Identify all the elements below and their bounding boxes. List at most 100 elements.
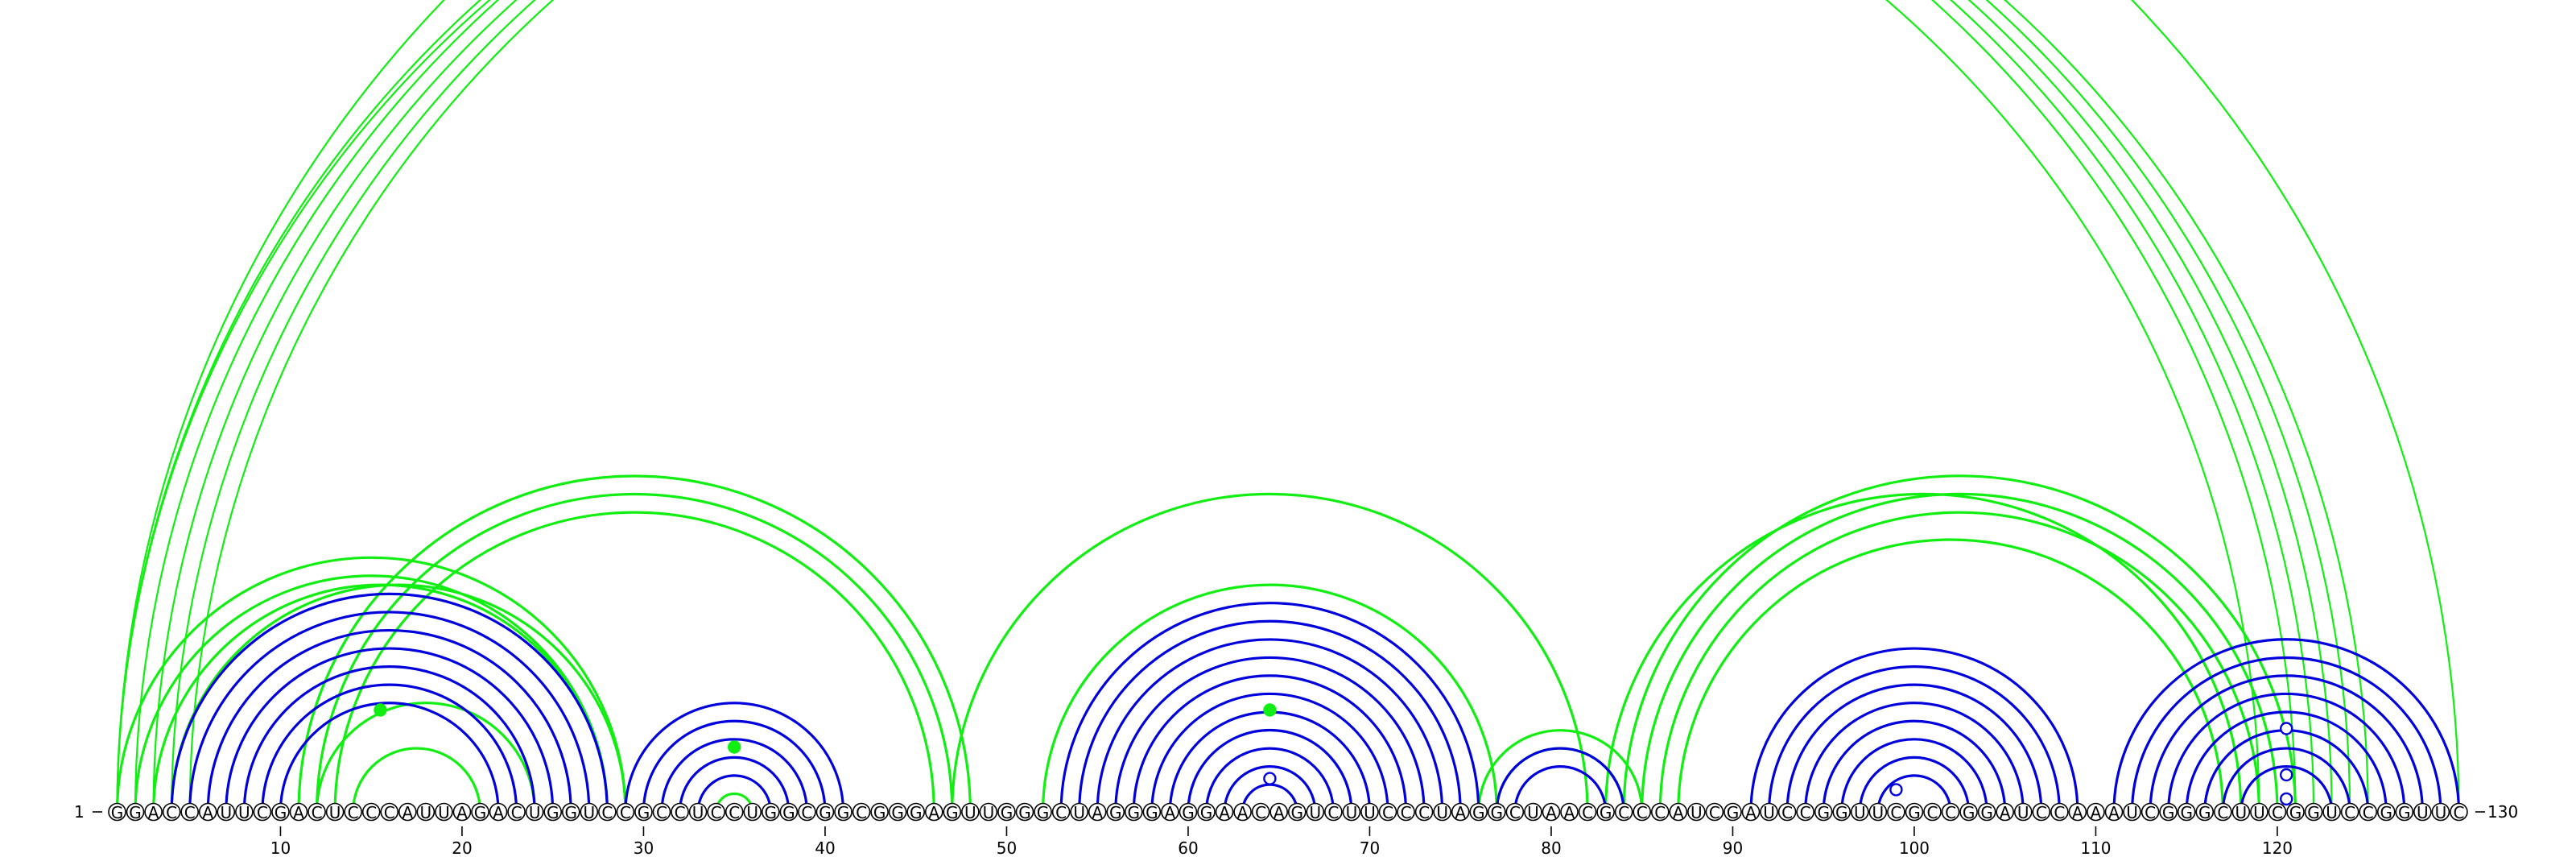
nucleotide-98: U: [1868, 802, 1888, 822]
nucleotide-letter: C: [511, 803, 522, 822]
nucleotide-46: A: [924, 802, 943, 822]
nucleotide-114: G: [2159, 802, 2178, 822]
blue-arc-9: [660, 738, 808, 813]
nucleotide-circle: [724, 802, 744, 822]
nucleotide-8: U: [235, 802, 254, 822]
nucleotide-circle: [1596, 802, 1615, 822]
end-label: 130: [2487, 802, 2518, 822]
nucleotide-circle: [471, 802, 489, 822]
nucleotide-51: G: [1015, 802, 1034, 822]
nucleotide-circle: [1851, 802, 1869, 822]
green-arc-9: [115, 556, 627, 813]
nucleotide-95: G: [1814, 802, 1833, 822]
nucleotide-letter: G: [1727, 803, 1740, 822]
nucleotide-1: G: [108, 802, 126, 822]
nucleotide-108: C: [2050, 802, 2069, 822]
nucleotide-letter: C: [2145, 803, 2156, 822]
blue-arc-29: [1822, 719, 2007, 813]
nucleotide-letter: U: [1527, 803, 1539, 822]
nucleotide-letter: G: [837, 803, 850, 822]
nucleotide-circle: [325, 802, 345, 822]
nucleotide-circle: [1088, 802, 1107, 822]
nucleotide-circle: [1070, 802, 1088, 822]
green-arc-13: [297, 474, 972, 813]
nucleotide-letter: U: [438, 803, 450, 822]
nucleotide-65: A: [1269, 802, 1288, 822]
blue-arc-35: [2149, 674, 2424, 813]
tick-label-90: 90: [1723, 838, 1743, 857]
nucleotide-36: U: [743, 802, 762, 822]
nucleotide-97: U: [1851, 802, 1869, 822]
nucleotide-circle: [1760, 802, 1778, 822]
nucleotide-circle: [2304, 802, 2323, 822]
nucleotide-letter: C: [801, 803, 812, 822]
nucleotide-circle: [1887, 802, 1905, 822]
nucleotide-letter: C: [1255, 803, 1266, 822]
nucleotide-2: G: [126, 802, 145, 822]
nucleotide-86: C: [1650, 802, 1670, 822]
nucleotide-9: C: [253, 802, 272, 822]
pair-marker-3: [1263, 772, 1277, 785]
nucleotide-letter: A: [2072, 803, 2083, 822]
nucleotide-100: G: [1905, 802, 1924, 822]
nucleotide-117: C: [2214, 802, 2232, 822]
nucleotide-circle: [1814, 802, 1833, 822]
nucleotide-26: G: [561, 802, 580, 822]
nucleotide-circle: [2140, 802, 2160, 822]
green-arc-12: [333, 511, 935, 813]
nucleotide-circle: [416, 802, 436, 822]
nucleotide-91: A: [1741, 802, 1761, 822]
nucleotide-letter: C: [1709, 803, 1720, 822]
nucleotide-circle: [108, 802, 126, 822]
nucleotide-letter: U: [983, 803, 995, 822]
nucleotide-circle: [2376, 802, 2396, 822]
nucleotide-circle: [126, 802, 145, 822]
nucleotide-letter: A: [456, 803, 468, 822]
nucleotide-letter: G: [819, 803, 832, 822]
nucleotide-circle: [815, 802, 835, 822]
blue-arc-27: [1785, 683, 2043, 813]
nucleotide-43: G: [870, 802, 889, 822]
nucleotide-58: G: [1142, 802, 1162, 822]
nucleotide-74: U: [1433, 802, 1451, 822]
green-arc-1: [116, 0, 2297, 813]
nucleotide-circle: [2395, 802, 2414, 822]
nucleotide-letter: C: [1582, 803, 1593, 822]
nucleotide-circle: [507, 802, 526, 822]
green-arc-14: [352, 747, 482, 813]
nucleotide-circle: [1796, 802, 1814, 822]
green-arc-10: [134, 574, 609, 813]
nucleotide-letter: C: [1618, 803, 1629, 822]
nucleotide-letter: A: [293, 803, 304, 822]
nucleotide-17: A: [398, 802, 417, 822]
nucleotide-11: A: [289, 802, 308, 822]
nucleotide-24: U: [525, 802, 544, 822]
nucleotide-letter: U: [746, 803, 758, 822]
nucleotide-letter: G: [1200, 803, 1213, 822]
nucleotide-circle: [2250, 802, 2268, 822]
nucleotide-60: G: [1179, 802, 1198, 822]
green-arc-16: [951, 492, 1589, 813]
pair-marker-5: [2280, 722, 2293, 735]
nucleotide-81: A: [1560, 802, 1579, 822]
nucleotide-circle: [1034, 802, 1052, 822]
nucleotide-circle: [997, 802, 1016, 822]
nucleotide-circle: [852, 802, 871, 822]
nucleotide-circle: [1342, 802, 1361, 822]
nucleotide-letter: U: [2435, 803, 2447, 822]
nucleotide-56: G: [1106, 802, 1125, 822]
nucleotide-111: A: [2104, 802, 2124, 822]
nucleotide-circle: [2123, 802, 2141, 822]
nucleotide-112: U: [2123, 802, 2141, 822]
green-arc-4: [171, 0, 2351, 813]
nucleotide-letter: C: [2344, 803, 2355, 822]
nucleotide-15: C: [361, 802, 381, 822]
markers-layer: [374, 703, 2293, 806]
green-arc-21: [1641, 492, 2279, 813]
nucleotide-32: C: [671, 802, 689, 822]
nucleotide-5: C: [180, 802, 199, 822]
nucleotide-circle: [1959, 802, 1978, 822]
blue-arc-28: [1804, 702, 2025, 813]
nucleotide-122: G: [2304, 802, 2323, 822]
